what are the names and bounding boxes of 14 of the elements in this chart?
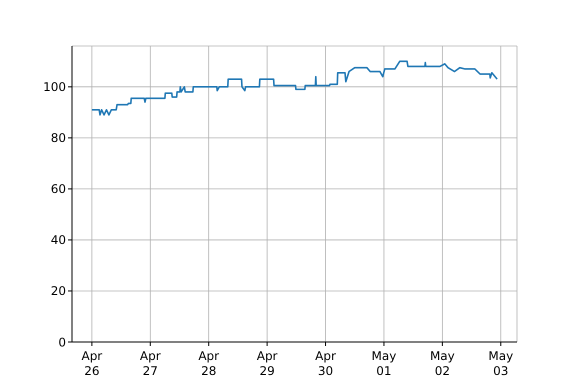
x-tick-label: May 02 <box>430 349 455 378</box>
y-tick-label: 0 <box>58 335 66 350</box>
y-tick-label: 20 <box>50 284 66 298</box>
y-tick-label: 100 <box>43 80 66 94</box>
x-tick-label: May 01 <box>372 349 396 378</box>
x-tick-label: Apr 30 <box>315 349 336 378</box>
x-tick-label: Apr 26 <box>81 349 102 378</box>
x-tick-label: May 03 <box>488 349 514 378</box>
y-tick-label: 80 <box>50 131 66 146</box>
x-tick-label: Apr 27 <box>140 349 161 378</box>
y-tick-label: 40 <box>50 233 66 248</box>
y-tick-label: 60 <box>50 182 66 196</box>
x-tick-label: Apr 29 <box>256 349 278 378</box>
x-tick-label: Apr 28 <box>198 349 220 378</box>
